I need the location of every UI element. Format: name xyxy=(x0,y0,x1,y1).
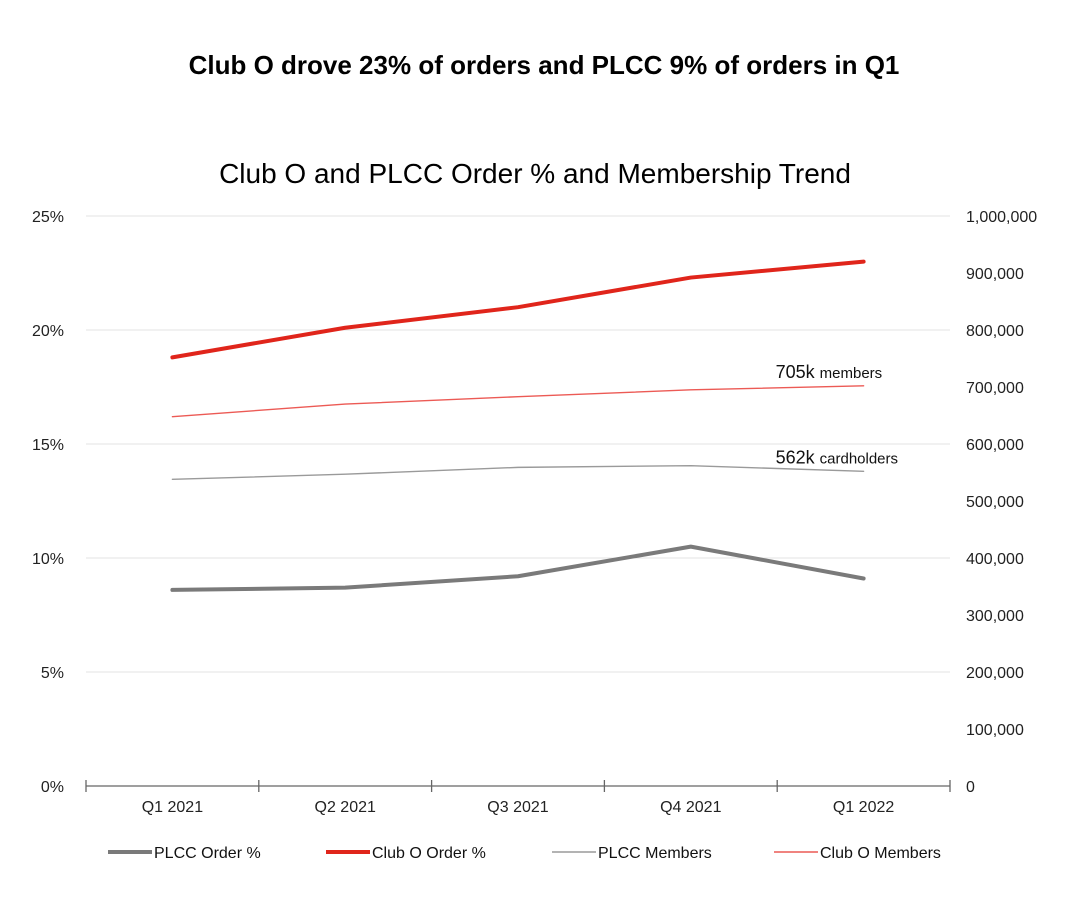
annotation-value: 705k xyxy=(776,362,816,382)
y-right-tick-label: 700,000 xyxy=(966,380,1024,397)
legend-label: Club O Members xyxy=(820,845,941,862)
y-right-tick-label: 300,000 xyxy=(966,608,1024,625)
series-line-plcc-order- xyxy=(170,544,866,592)
series-line-club-o-members xyxy=(171,385,865,418)
legend: PLCC Order % Club O Order % PLCC Members Cl… xyxy=(108,845,941,862)
y-left-tick-label: 20% xyxy=(32,323,64,340)
series-line-club-o-order- xyxy=(170,259,866,360)
x-tick-label: Q2 2021 xyxy=(315,799,376,816)
legend-label: Club O Order % xyxy=(372,845,486,862)
annotation-label: 562k cardholders xyxy=(776,447,898,467)
y-right-tick-label: 1,000,000 xyxy=(966,209,1037,226)
axes: 0% 5% 10% 15% 20% 25% 0 100,000 200,000 300,000 40… xyxy=(32,209,1037,816)
x-tick-label: Q1 2022 xyxy=(833,799,894,816)
y-left-tick-label: 15% xyxy=(32,437,64,454)
x-tick-label: Q1 2021 xyxy=(142,799,203,816)
page-headline: Club O drove 23% of orders and PLCC 9% o… xyxy=(188,50,900,80)
y-right-tick-label: 100,000 xyxy=(966,722,1024,739)
annotation-label: 705k members xyxy=(776,362,883,382)
legend-label: PLCC Order % xyxy=(154,845,261,862)
y-left-tick-label: 10% xyxy=(32,551,64,568)
y-right-tick-label: 400,000 xyxy=(966,551,1024,568)
y-right-tick-label: 900,000 xyxy=(966,266,1024,283)
y-right-tick-label: 800,000 xyxy=(966,323,1024,340)
y-left-tick-label: 5% xyxy=(41,665,64,682)
legend-label: PLCC Members xyxy=(598,845,712,862)
x-tick-label: Q4 2021 xyxy=(660,799,721,816)
y-right-tick-label: 0 xyxy=(966,779,975,796)
chart-title: Club O and PLCC Order % and Membership T… xyxy=(219,158,851,189)
annotation-value: 562k xyxy=(776,447,816,467)
x-tick-label: Q3 2021 xyxy=(487,799,548,816)
grid-lines xyxy=(86,215,950,673)
series-line-plcc-members xyxy=(171,464,865,481)
y-left-tick-label: 0% xyxy=(41,779,64,796)
y-right-tick-label: 600,000 xyxy=(966,437,1024,454)
y-right-tick-label: 200,000 xyxy=(966,665,1024,682)
annotation-unit: cardholders xyxy=(820,450,898,467)
y-left-tick-label: 25% xyxy=(32,209,64,226)
y-right-tick-label: 500,000 xyxy=(966,494,1024,511)
annotation-unit: members xyxy=(820,365,883,382)
series-lines xyxy=(170,259,866,592)
annotations: 705k members 562k cardholders xyxy=(776,362,898,468)
